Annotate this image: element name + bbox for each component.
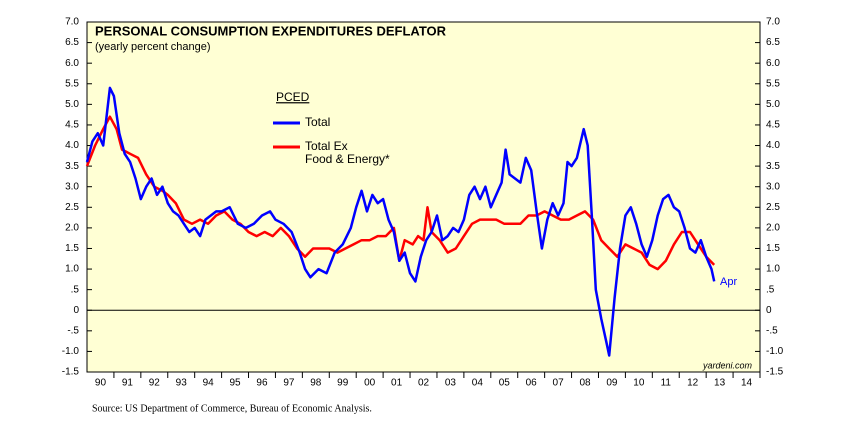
y2-tick-label: -.5 xyxy=(766,325,778,336)
y2-tick-label: .5 xyxy=(766,284,775,295)
x-tick-label: 13 xyxy=(714,378,726,389)
y2-tick-label: 7.0 xyxy=(766,17,780,28)
data-line xyxy=(85,115,716,271)
x-tick-label: 01 xyxy=(391,378,403,389)
x-tick-label: 90 xyxy=(95,378,107,389)
y-tick-label: 6.0 xyxy=(65,58,79,69)
data-line xyxy=(85,86,716,357)
x-tick-label: 08 xyxy=(579,378,591,389)
y2-tick-label: 0 xyxy=(766,305,772,316)
y-tick-label: 3.0 xyxy=(65,181,79,192)
x-tick-label: 00 xyxy=(364,378,376,389)
y-tick-label: 1.0 xyxy=(65,264,79,275)
legend-label: Total xyxy=(305,115,331,129)
y2-tick-label: -1.0 xyxy=(766,346,784,357)
y2-tick-label: 1.0 xyxy=(766,264,780,275)
x-tick-label: 14 xyxy=(741,378,753,389)
y2-tick-label: 6.5 xyxy=(766,37,780,48)
x-tick-label: 06 xyxy=(526,378,538,389)
y-tick-label: 5.5 xyxy=(65,78,79,89)
x-tick-label: 92 xyxy=(149,378,161,389)
y2-tick-label: 2.0 xyxy=(766,223,780,234)
y-tick-label: 0 xyxy=(73,305,79,316)
x-tick-label: 11 xyxy=(661,378,672,389)
annotation: Apr xyxy=(720,276,737,288)
y-tick-label: 4.0 xyxy=(65,140,79,151)
y-tick-label: 2.0 xyxy=(65,223,79,234)
x-tick-label: 94 xyxy=(203,378,215,389)
x-tick-label: 09 xyxy=(606,378,618,389)
y-tick-label: 2.5 xyxy=(65,202,79,213)
y-tick-label: -1.0 xyxy=(62,346,80,357)
y2-tick-label: 5.5 xyxy=(766,78,780,89)
chart-subtitle: (yearly percent change) xyxy=(95,41,211,53)
y-tick-label: 4.5 xyxy=(65,120,79,131)
y2-tick-label: 3.0 xyxy=(766,181,780,192)
y2-tick-label: -1.5 xyxy=(766,367,784,378)
x-tick-label: 96 xyxy=(256,378,268,389)
y-tick-label: 7.0 xyxy=(65,17,79,28)
source-note: Source: US Department of Commerce, Burea… xyxy=(92,403,372,414)
y-tick-label: 6.5 xyxy=(65,37,79,48)
x-tick-label: 98 xyxy=(310,378,322,389)
y-tick-label: 3.5 xyxy=(65,161,79,172)
y-tick-label: 1.5 xyxy=(65,243,79,254)
plot-area xyxy=(86,21,761,373)
x-tick-label: 07 xyxy=(553,378,565,389)
y2-tick-label: 6.0 xyxy=(766,58,780,69)
x-tick-label: 12 xyxy=(687,378,699,389)
x-tick-label: 02 xyxy=(418,378,430,389)
x-tick-label: 93 xyxy=(176,378,188,389)
watermark: yardeni.com xyxy=(702,360,753,370)
x-tick-label: 10 xyxy=(633,378,645,389)
y2-tick-label: 3.5 xyxy=(766,161,780,172)
x-tick-label: 95 xyxy=(229,378,241,389)
y-tick-label: 5.0 xyxy=(65,99,79,110)
y-tick-label: -.5 xyxy=(67,325,79,336)
x-tick-label: 05 xyxy=(499,378,511,389)
x-tick-label: 04 xyxy=(472,378,484,389)
x-tick-label: 91 xyxy=(122,378,134,389)
legend-label: Total Ex Food & Energy* xyxy=(305,139,390,166)
y-tick-label: .5 xyxy=(71,284,80,295)
y-tick-label: -1.5 xyxy=(62,367,80,378)
y2-tick-label: 2.5 xyxy=(766,202,780,213)
y2-tick-label: 1.5 xyxy=(766,243,780,254)
y2-tick-label: 4.0 xyxy=(766,140,780,151)
y2-tick-label: 4.5 xyxy=(766,120,780,131)
x-tick-label: 03 xyxy=(445,378,457,389)
y2-tick-label: 5.0 xyxy=(766,99,780,110)
chart-title: PERSONAL CONSUMPTION EXPENDITURES DEFLAT… xyxy=(95,23,447,38)
x-tick-label: 97 xyxy=(283,378,295,389)
legend-title: PCED xyxy=(276,90,310,104)
x-tick-label: 99 xyxy=(337,378,349,389)
